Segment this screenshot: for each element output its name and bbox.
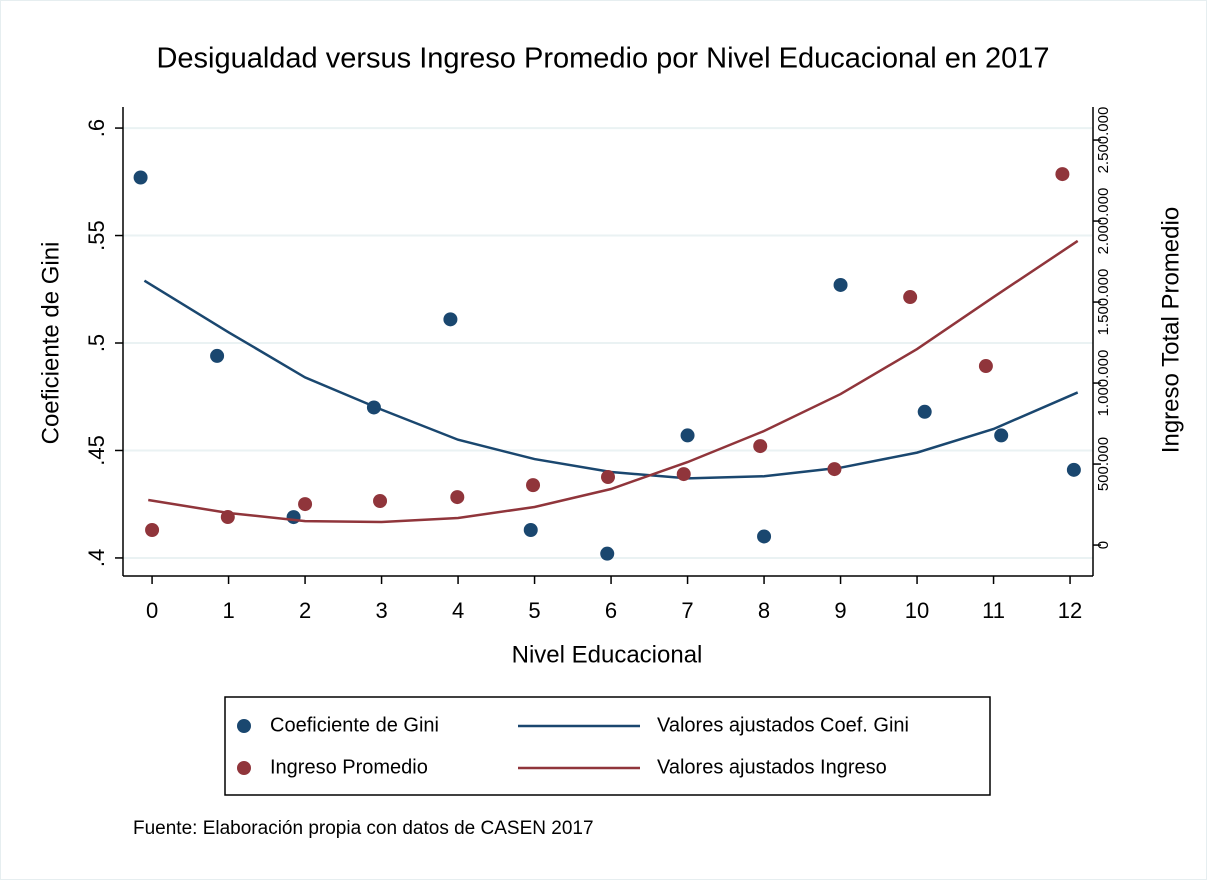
x-tick-label: 1 xyxy=(222,598,234,623)
x-tick-label: 10 xyxy=(905,598,929,623)
point xyxy=(827,462,842,477)
point xyxy=(753,439,768,454)
y-tick-label: .45 xyxy=(84,435,109,466)
x-axis-label: Nivel Educacional xyxy=(512,641,703,668)
x-tick-label: 7 xyxy=(681,598,693,623)
y-tick-label: .4 xyxy=(84,549,109,567)
point xyxy=(978,359,993,374)
point xyxy=(133,170,148,185)
legend-label: Ingreso Promedio xyxy=(270,756,428,778)
point xyxy=(298,497,313,512)
legend-box xyxy=(224,696,991,796)
y2-tick-label: 1.000.000 xyxy=(1095,350,1112,417)
point xyxy=(145,522,160,537)
x-tick-label: 8 xyxy=(758,598,770,623)
fit-line xyxy=(148,239,1079,524)
x-tick-label: 11 xyxy=(982,598,1005,623)
point xyxy=(373,493,388,508)
point xyxy=(757,529,772,544)
legend-swatch xyxy=(237,761,251,775)
y2-tick-label: 500.000 xyxy=(1095,437,1112,491)
x-tick-label: 5 xyxy=(528,598,540,623)
note: Fuente: Elaboración propia con datos de … xyxy=(133,818,594,839)
chart-title: Desigualdad versus Ingreso Promedio por … xyxy=(156,43,1049,75)
y-tick-label: .6 xyxy=(84,119,109,137)
point xyxy=(680,428,695,443)
point xyxy=(994,428,1009,443)
point xyxy=(286,510,301,525)
x-tick-label: 4 xyxy=(452,598,464,623)
point xyxy=(450,490,465,505)
y2-tick-label: 2.000.000 xyxy=(1095,188,1112,255)
point xyxy=(523,523,538,538)
y2-tick-label: 1.500.000 xyxy=(1095,269,1112,336)
point xyxy=(526,478,541,493)
point xyxy=(676,467,691,482)
legend-label: Valores ajustados Coef. Gini xyxy=(657,714,909,736)
legend-swatch xyxy=(237,719,251,733)
point xyxy=(903,290,918,305)
x-tick-label: 3 xyxy=(375,598,387,623)
point xyxy=(1066,462,1081,477)
y-axis-label: Coeficiente de Gini xyxy=(37,242,64,445)
y-tick-label: .5 xyxy=(84,334,109,352)
x-tick-label: 0 xyxy=(146,598,158,623)
legend-label: Valores ajustados Ingreso xyxy=(657,756,887,778)
y-tick-label: .55 xyxy=(84,220,109,251)
x-tick-label: 6 xyxy=(605,598,617,623)
point xyxy=(210,348,225,363)
legend-label: Coeficiente de Gini xyxy=(270,714,439,736)
point xyxy=(601,470,615,485)
x-tick-label: 2 xyxy=(299,598,311,623)
x-tick-label: 12 xyxy=(1058,598,1082,623)
y2-tick-label: 0 xyxy=(1095,541,1112,549)
y2-axis-label: Ingreso Total Promedio xyxy=(1157,207,1184,453)
point xyxy=(917,404,932,419)
point xyxy=(833,277,848,292)
point xyxy=(600,546,615,561)
y2-tick-label: 2.500.000 xyxy=(1095,107,1112,174)
point xyxy=(443,312,458,327)
point xyxy=(1055,167,1070,182)
x-tick-label: 9 xyxy=(834,598,846,623)
